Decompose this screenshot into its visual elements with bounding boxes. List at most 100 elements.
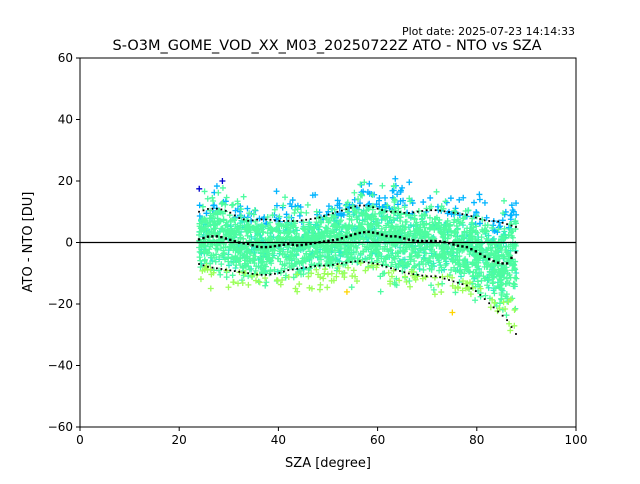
mean-minus-std-line-point bbox=[207, 265, 209, 268]
mean-minus-std-line-point bbox=[314, 265, 317, 267]
mean-minus-std-line-point bbox=[233, 270, 236, 272]
mean-minus-std-line-point bbox=[287, 269, 290, 272]
mean-line-point bbox=[501, 262, 504, 265]
mean-minus-std-line-point bbox=[394, 268, 397, 271]
x-tick-label: 20 bbox=[172, 433, 187, 447]
mean-plus-std-line-point bbox=[425, 209, 428, 212]
mean-minus-std-line-point bbox=[354, 260, 357, 263]
mean-plus-std-line-point bbox=[215, 207, 218, 210]
mean-minus-std-line-point bbox=[416, 273, 419, 276]
mean-line-point bbox=[251, 244, 254, 247]
mean-minus-std-line-point bbox=[501, 314, 504, 317]
chart-title: S-O3M_GOME_VOD_XX_M03_20250722Z ATO - NT… bbox=[112, 38, 541, 54]
mean-minus-std-line-point bbox=[242, 271, 245, 274]
mean-plus-std-line-point bbox=[345, 208, 348, 211]
mean-minus-std-line-point bbox=[390, 267, 392, 270]
mean-plus-std-line-point bbox=[421, 210, 424, 212]
mean-line-point bbox=[403, 237, 406, 240]
mean-minus-std-line-point bbox=[202, 264, 205, 267]
mean-minus-std-line-point bbox=[305, 266, 308, 269]
mean-minus-std-line-point bbox=[439, 276, 441, 279]
mean-line-point bbox=[465, 245, 469, 249]
mean-minus-std-line-point bbox=[358, 260, 361, 263]
mean-line-point bbox=[447, 241, 451, 245]
mean-plus-std-line-point bbox=[385, 210, 388, 213]
mean-minus-std-line-point bbox=[465, 284, 468, 287]
mean-plus-std-line-point bbox=[506, 223, 508, 226]
mean-line-point bbox=[242, 242, 245, 245]
mean-minus-std-line-point bbox=[430, 275, 433, 278]
mean-line-point bbox=[470, 247, 473, 251]
mean-plus-std-line-point bbox=[247, 219, 250, 222]
mean-line-point bbox=[394, 235, 397, 238]
mean-minus-std-line-point bbox=[282, 270, 285, 273]
mean-plus-std-line-point bbox=[461, 213, 464, 216]
mean-line-point bbox=[291, 243, 294, 246]
mean-line-point bbox=[474, 250, 478, 253]
y-tick-label: −60 bbox=[48, 420, 73, 434]
y-axis: −60 −40 −20 0 20 40 60 bbox=[48, 51, 80, 434]
mean-minus-std-line-point bbox=[345, 261, 348, 264]
mean-minus-std-line-point bbox=[340, 262, 343, 265]
mean-line-point bbox=[260, 245, 263, 249]
mean-line-point bbox=[416, 239, 419, 243]
mean-line-point bbox=[264, 245, 268, 249]
mean-minus-std-line-point bbox=[220, 268, 223, 270]
mean-plus-std-line-point bbox=[443, 210, 446, 213]
x-tick-label: 100 bbox=[565, 433, 588, 447]
mean-minus-std-line-point bbox=[510, 326, 513, 328]
mean-line-point bbox=[429, 239, 433, 243]
mean-line-point bbox=[425, 239, 428, 243]
mean-minus-std-line-point bbox=[488, 302, 491, 305]
mean-plus-std-line-point bbox=[296, 220, 299, 222]
mean-minus-std-line-point bbox=[457, 281, 459, 284]
mean-plus-std-line-point bbox=[238, 217, 241, 219]
y-tick-label: 60 bbox=[58, 51, 73, 65]
mean-minus-std-line-point bbox=[198, 263, 200, 265]
mean-plus-std-line-point bbox=[403, 211, 406, 214]
mean-plus-std-line-point bbox=[207, 208, 209, 210]
mean-minus-std-line-point bbox=[403, 271, 406, 274]
mean-plus-std-line-point bbox=[229, 211, 232, 214]
y-tick-label: −20 bbox=[48, 297, 73, 311]
mean-plus-std-line-point bbox=[372, 206, 375, 209]
mean-plus-std-line-point bbox=[323, 215, 325, 217]
mean-line-point bbox=[349, 234, 353, 237]
mean-plus-std-line-point bbox=[300, 219, 303, 222]
mean-minus-std-line-point bbox=[372, 262, 375, 265]
mean-minus-std-line-point bbox=[399, 270, 401, 272]
mean-plus-std-line-point bbox=[479, 218, 482, 220]
mean-plus-std-line-point bbox=[452, 211, 455, 214]
mean-line-point bbox=[354, 232, 357, 236]
mean-minus-std-line-point bbox=[376, 263, 379, 265]
mean-line-point bbox=[389, 235, 393, 238]
mean-line-point bbox=[496, 261, 500, 264]
mean-plus-std-line-point bbox=[220, 208, 223, 211]
scatter-series-color-7 bbox=[343, 288, 456, 316]
mean-line-point bbox=[461, 245, 464, 248]
x-tick-label: 0 bbox=[76, 433, 84, 447]
mean-plus-std-line-point bbox=[291, 220, 294, 222]
mean-line-point bbox=[514, 251, 518, 254]
mean-plus-std-line-point bbox=[376, 207, 379, 210]
mean-minus-std-line-point bbox=[256, 273, 258, 276]
mean-minus-std-line-point bbox=[336, 263, 339, 266]
mean-minus-std-line-point bbox=[265, 273, 267, 276]
mean-plus-std-line-point bbox=[474, 216, 477, 219]
mean-plus-std-line-point bbox=[332, 212, 334, 215]
mean-line-point bbox=[318, 241, 321, 244]
scatter-series-color-5 bbox=[197, 260, 518, 334]
mean-minus-std-line-point bbox=[385, 265, 388, 268]
mean-line-point bbox=[376, 232, 379, 235]
mean-line-point bbox=[238, 241, 241, 244]
y-tick-label: 0 bbox=[65, 236, 73, 250]
y-tick-label: −40 bbox=[48, 359, 73, 373]
mean-line-point bbox=[363, 231, 366, 234]
mean-line-point bbox=[273, 244, 277, 248]
mean-minus-std-line-point bbox=[407, 272, 410, 275]
mean-line-point bbox=[443, 240, 446, 244]
mean-plus-std-line-point bbox=[202, 209, 205, 212]
mean-plus-std-line-point bbox=[492, 220, 495, 222]
plot-date-label: Plot date: 2025-07-23 14:14:33 bbox=[402, 25, 575, 38]
